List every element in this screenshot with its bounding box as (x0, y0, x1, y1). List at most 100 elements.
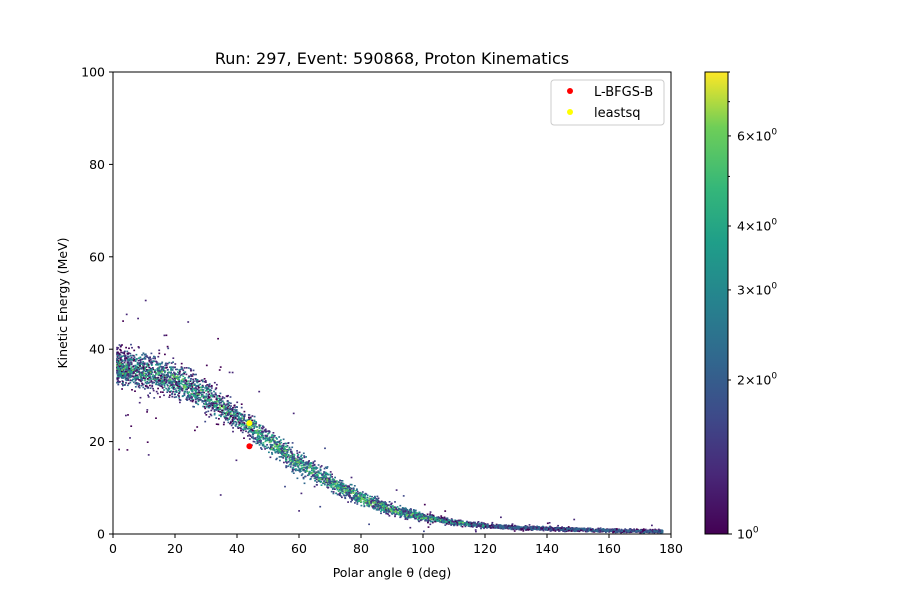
heatmap-cell (184, 377, 186, 379)
heatmap-cell (354, 496, 357, 499)
heatmap-cell (297, 466, 300, 469)
heatmap-cell (183, 394, 186, 397)
heatmap-cell (135, 378, 137, 380)
heatmap-cell (143, 372, 146, 375)
heatmap-cell (318, 472, 320, 475)
heatmap-cell (547, 528, 549, 531)
heatmap-cell (139, 356, 142, 359)
heatmap-cell (181, 383, 184, 386)
heatmap-cell (146, 409, 149, 411)
heatmap-cell (556, 527, 559, 530)
heatmap-cell (335, 480, 338, 482)
heatmap-cell (174, 391, 176, 393)
heatmap-cell (343, 486, 346, 488)
heatmap-cell (464, 525, 467, 528)
heatmap-cell (314, 476, 317, 478)
heatmap-cell (190, 369, 192, 371)
heatmap-cell (160, 362, 163, 365)
heatmap-cell (168, 376, 171, 378)
heatmap-cell (152, 368, 154, 371)
heatmap-cell (229, 412, 232, 415)
heatmap-cell (180, 374, 183, 376)
heatmap-cell (215, 397, 218, 399)
heatmap-cell (288, 457, 291, 459)
heatmap-cell (252, 421, 254, 424)
heatmap-cell (187, 392, 190, 394)
heatmap-cell (390, 507, 393, 509)
heatmap-cell (333, 485, 336, 488)
heatmap-cell (403, 515, 406, 518)
heatmap-cell (200, 395, 203, 398)
heatmap-cell (206, 404, 209, 406)
heatmap-cell (132, 365, 135, 368)
heatmap-cell (245, 430, 247, 433)
heatmap-cell (473, 525, 476, 527)
heatmap-cell (201, 391, 204, 394)
heatmap-cell (124, 373, 127, 375)
heatmap-cell (260, 436, 263, 439)
heatmap-cell (121, 362, 123, 365)
heatmap-cell (356, 493, 359, 495)
heatmap-cell (506, 525, 509, 527)
heatmap-cell (420, 514, 422, 517)
heatmap-cell (189, 386, 191, 388)
heatmap-cell (253, 426, 256, 428)
heatmap-cell (162, 367, 165, 370)
heatmap-cell (298, 510, 300, 512)
heatmap-cell (187, 386, 190, 388)
heatmap-cell (155, 372, 157, 374)
heatmap-cell (340, 490, 343, 492)
heatmap-cell (171, 377, 174, 380)
heatmap-cell (331, 473, 333, 476)
heatmap-cell (137, 359, 140, 362)
heatmap-cell (119, 358, 122, 361)
heatmap-cell (151, 360, 153, 363)
heatmap-cell (168, 396, 171, 398)
heatmap-cell (150, 364, 153, 366)
heatmap-cell (490, 525, 493, 527)
heatmap-cell (160, 373, 163, 375)
heatmap-cell (261, 427, 264, 430)
heatmap-cell (161, 380, 164, 383)
heatmap-cell (557, 528, 559, 531)
heatmap-cell (354, 502, 356, 504)
heatmap-cell (230, 421, 232, 424)
heatmap-cell (397, 512, 400, 514)
heatmap-cell (347, 491, 350, 494)
heatmap-cell (208, 406, 211, 409)
heatmap-cell (177, 376, 180, 379)
heatmap-cell (117, 371, 120, 374)
heatmap-cell (266, 444, 268, 446)
heatmap-cell (175, 391, 178, 393)
heatmap-cell (394, 511, 397, 513)
heatmap-cell (440, 516, 443, 519)
heatmap-cell (205, 402, 207, 404)
heatmap-cell (573, 529, 576, 532)
heatmap-cell (137, 317, 139, 320)
heatmap-cell (300, 454, 303, 456)
heatmap-cell (240, 423, 242, 426)
heatmap-cell (342, 490, 344, 492)
heatmap-cell (236, 426, 239, 428)
heatmap-cell (386, 508, 388, 511)
heatmap-cell (258, 424, 261, 426)
heatmap-cell (345, 493, 348, 496)
heatmap-cell (142, 366, 145, 368)
heatmap-cell (117, 375, 120, 378)
heatmap-cell (288, 458, 291, 460)
heatmap-cell (170, 380, 173, 383)
heatmap-cell (161, 368, 163, 371)
heatmap-cell (537, 526, 540, 528)
heatmap-cell (350, 491, 352, 493)
heatmap-cell (644, 528, 647, 531)
heatmap-cell (355, 491, 358, 494)
heatmap-cell (155, 378, 158, 381)
heatmap-cell (160, 365, 163, 368)
heatmap-cell (336, 487, 338, 489)
heatmap-cell (268, 430, 271, 432)
heatmap-cell (129, 373, 131, 376)
heatmap-cell (190, 389, 193, 391)
heatmap-cell (171, 395, 174, 398)
heatmap-cell (329, 478, 332, 481)
heatmap-cell (240, 414, 242, 416)
